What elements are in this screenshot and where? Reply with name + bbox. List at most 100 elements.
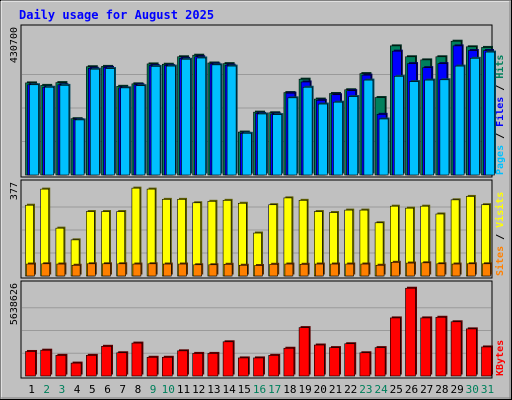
bar-sites-day-4 [71,264,81,277]
panel-kbytes: 5638626 KBytes [9,280,506,379]
bar-pages-day-21 [333,101,343,176]
y-max-label: 377 [9,182,20,200]
bar-kbytes-day-6 [101,346,112,377]
bar-sites-day-27 [421,262,431,277]
bar-pages-day-10 [166,65,176,176]
bar-sites-day-23 [360,263,370,277]
bar-sites-day-7 [117,263,126,277]
bar-sites-day-28 [436,263,446,277]
x-tick-label: 28 [435,383,448,396]
bar-kbytes-day-13 [207,353,219,377]
bar-pages-day-25 [393,76,404,176]
bar-kbytes-day-26 [405,287,416,377]
bar-pages-day-22 [348,96,359,176]
bar-pages-day-20 [317,103,328,176]
bar-kbytes-day-31 [481,346,492,377]
side-legend-kbytes: KBytes [495,340,506,376]
bar-sites-day-24 [375,264,385,277]
x-tick-label: 27 [420,383,433,396]
bar-pages-day-26 [409,81,419,176]
bar-sites-day-19 [299,263,309,277]
bar-pages-day-18 [287,97,298,176]
side-legend-sites: Sites [494,246,506,276]
bar-kbytes-day-7 [116,352,127,377]
bar-sites-day-18 [284,263,294,277]
bar-kbytes-day-30 [465,328,477,377]
bar-sites-day-12 [193,264,202,277]
bar-sites-day-13 [208,264,218,277]
side-legend-files: Files [494,97,506,127]
x-tick-label: 20 [314,383,327,396]
bar-sites-day-17 [269,263,279,277]
bar-pages-day-13 [211,64,222,176]
series-kbytes [25,286,493,377]
side-legend-hits: Hits [494,55,506,79]
x-tick-label: 16 [253,383,266,396]
bar-kbytes-day-17 [268,355,280,377]
bar-kbytes-day-18 [283,347,295,377]
x-tick-label: 13 [207,383,220,396]
x-tick-label: 7 [119,383,126,396]
bar-kbytes-day-14 [222,341,234,377]
chart-panels: 430700 Pages / Files / Hits 377 Sites / Vis… [9,24,506,379]
bar-pages-day-29 [454,65,465,176]
bar-kbytes-day-11 [177,350,188,377]
side-legend-visits: Visits [494,192,506,228]
bar-kbytes-day-24 [374,347,386,377]
bar-sites-day-14 [223,263,233,277]
x-tick-label: 15 [238,383,251,396]
bar-kbytes-day-29 [450,321,462,377]
bar-kbytes-day-23 [359,352,371,377]
bar-sites-day-15 [239,264,248,277]
bar-pages-day-17 [272,114,283,176]
bar-pages-day-3 [59,85,70,176]
x-tick-label: 24 [374,383,388,396]
bar-kbytes-day-3 [55,355,67,377]
bar-sites-day-25 [390,262,400,277]
series-pages [29,50,496,176]
bar-kbytes-day-25 [389,317,401,377]
side-legend: Sites / Visits [494,192,506,276]
bar-sites-day-3 [56,263,66,277]
x-tick-label: 29 [450,383,463,396]
x-tick-label: 17 [268,383,281,396]
x-tick-label: 30 [466,383,479,396]
x-tick-label: 22 [344,383,357,396]
bar-pages-day-15 [242,133,252,176]
bar-kbytes-day-9 [146,356,158,377]
bar-kbytes-day-27 [420,317,432,377]
bar-kbytes-day-19 [298,327,310,377]
bar-pages-day-24 [378,118,389,176]
x-tick-label: 8 [135,383,142,396]
y-max-label: 430700 [9,27,20,63]
x-tick-label: 6 [104,383,111,396]
bar-sites-day-9 [147,263,157,277]
x-tick-label: 23 [359,383,372,396]
series-sites [26,260,492,277]
side-legend-sep1: / [495,127,506,145]
panel-visits-sites: 377 Sites / Visits [9,179,506,279]
bar-sites-day-11 [178,263,187,277]
panel-hits-files-pages: 430700 Pages / Files / Hits [9,24,506,178]
bar-pages-day-31 [485,51,495,176]
side-legend: Pages / Files / Hits [494,55,506,175]
bar-pages-day-23 [363,79,374,176]
side-legend-sep2: / [495,79,506,97]
bar-pages-day-7 [120,87,130,176]
x-tick-label: 21 [329,383,342,396]
bar-sites-day-8 [132,263,142,277]
bar-pages-day-4 [74,119,85,176]
bar-pages-day-8 [135,85,146,176]
x-axis-day-labels: 1 2 3 4 5 6 7 8 9 10 11 12 13 14 15 16 17 18 19 20 21 22 23 24 2… [28,383,494,396]
bar-pages-day-11 [181,58,191,176]
bar-pages-day-28 [439,79,450,176]
bar-sites-day-22 [345,263,355,277]
bar-pages-day-27 [424,79,435,176]
x-tick-label: 25 [390,383,403,396]
x-tick-label: 18 [283,383,296,396]
bar-pages-day-9 [150,66,161,176]
bar-sites-day-26 [406,262,415,277]
bar-kbytes-day-22 [344,343,356,377]
x-tick-label: 4 [74,383,81,396]
